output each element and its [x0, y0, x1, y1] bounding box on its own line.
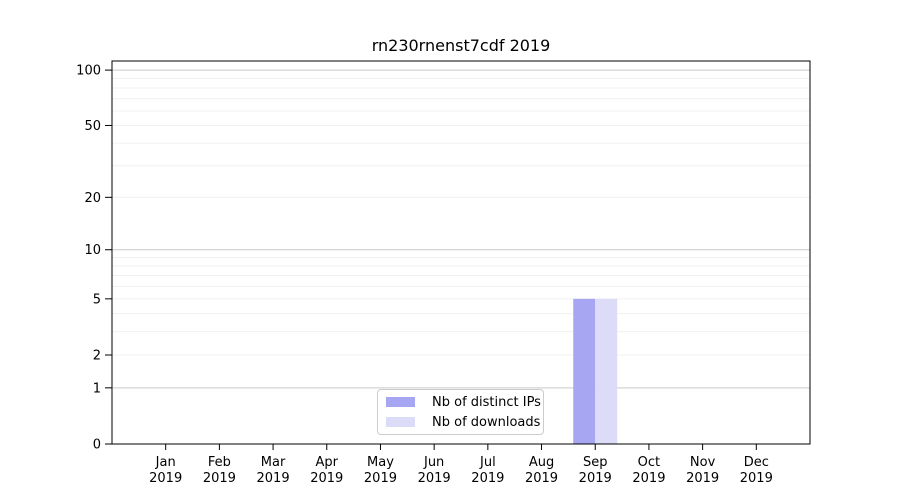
x-tick-label-month: Sep — [583, 455, 608, 470]
x-tick-label-year: 2019 — [418, 471, 451, 486]
x-tick-label-month: Apr — [316, 455, 339, 470]
x-tick-label-year: 2019 — [203, 471, 236, 486]
x-tick-label-year: 2019 — [579, 471, 612, 486]
x-tick-label-month: Mar — [261, 455, 286, 470]
x-tick-label-month: May — [367, 455, 394, 470]
x-tick-label-month: Jun — [423, 455, 444, 470]
x-tick-label-year: 2019 — [257, 471, 290, 486]
x-tick-label-month: Feb — [208, 455, 231, 470]
bar-sep-series1 — [595, 298, 618, 444]
chart-title: rn230rnenst7cdf 2019 — [371, 36, 551, 55]
x-tick-label-month: Nov — [690, 455, 716, 470]
x-tick-label-year: 2019 — [525, 471, 558, 486]
legend-row-downloads: Nb of downloads — [378, 414, 543, 431]
x-tick-label-year: 2019 — [740, 471, 773, 486]
x-tick-label-month: Jul — [479, 455, 496, 470]
x-tick-label-year: 2019 — [364, 471, 397, 486]
x-tick-label-month: Aug — [529, 455, 554, 470]
x-tick-label-year: 2019 — [471, 471, 504, 486]
legend-label-downloads: Nb of downloads — [432, 414, 541, 430]
y-tick-label: 1 — [93, 381, 101, 396]
y-tick-label: 50 — [84, 119, 101, 134]
x-tick-label-month: Dec — [744, 455, 769, 470]
bar-sep-series0 — [573, 298, 596, 444]
y-tick-label: 0 — [93, 438, 101, 453]
y-tick-label: 100 — [76, 64, 101, 79]
legend-row-distinct-ips: Nb of distinct IPs — [378, 394, 543, 411]
x-tick-label-year: 2019 — [310, 471, 343, 486]
legend-swatch-downloads — [386, 417, 415, 427]
x-tick-label-year: 2019 — [632, 471, 665, 486]
legend-label-distinct-ips: Nb of distinct IPs — [432, 394, 541, 410]
y-tick-label: 10 — [84, 243, 101, 258]
legend-swatch-distinct-ips — [386, 397, 415, 407]
y-tick-label: 5 — [93, 292, 101, 307]
plot-frame — [111, 60, 811, 445]
x-tick-label-month: Jan — [155, 455, 176, 470]
legend: Nb of distinct IPs Nb of downloads — [377, 389, 544, 435]
y-tick-label: 2 — [93, 348, 101, 363]
x-tick-label-year: 2019 — [149, 471, 182, 486]
x-tick-label-month: Oct — [638, 455, 660, 470]
x-tick-label-year: 2019 — [686, 471, 719, 486]
y-tick-label: 20 — [84, 191, 101, 206]
